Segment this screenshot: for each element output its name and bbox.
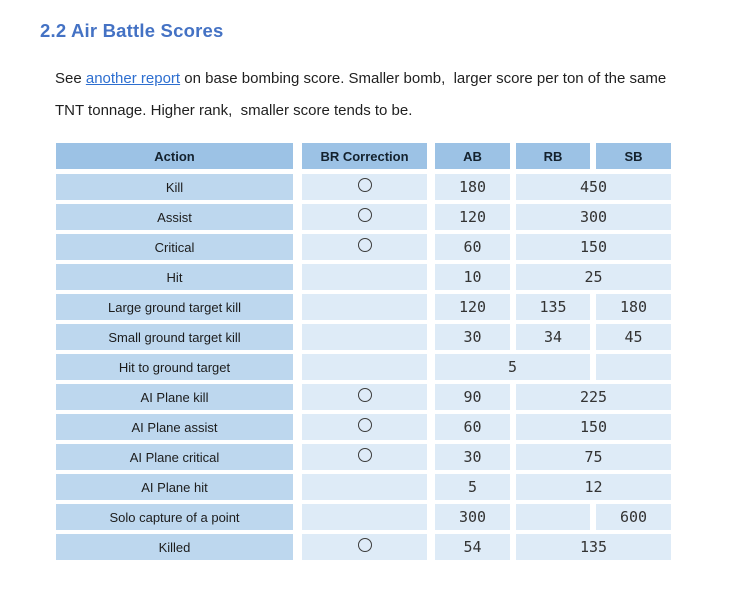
table-row: Assist 120 300	[56, 204, 671, 234]
br-correction-circle-icon	[357, 177, 372, 192]
score-cell: 120	[435, 294, 516, 324]
table-row: Large ground target kill 120 135 180	[56, 294, 671, 324]
score-cell: 45	[596, 324, 671, 354]
another-report-link[interactable]: another report	[85, 70, 181, 87]
table-row: AI Plane critical 30 75	[56, 444, 671, 474]
action-cell: AI Plane kill	[56, 384, 302, 414]
page-title: 2.2 Air Battle Scores	[40, 20, 224, 41]
action-cell: AI Plane critical	[56, 444, 302, 474]
score-cell: 5	[435, 474, 516, 504]
score-cell: 54	[435, 534, 516, 564]
table-row: Small ground target kill 30 34 45	[56, 324, 671, 354]
action-cell: Critical	[56, 234, 302, 264]
br-correction-circle-icon	[357, 207, 372, 222]
score-cell: 25	[516, 264, 671, 294]
br-correction-cell	[302, 444, 435, 474]
score-cell: 300	[435, 504, 516, 534]
br-correction-cell	[302, 534, 435, 564]
action-cell: Kill	[56, 174, 302, 204]
score-cell: 180	[596, 294, 671, 324]
action-cell: Hit to ground target	[56, 354, 302, 384]
action-cell: AI Plane assist	[56, 414, 302, 444]
header-row: Action BR Correction AB RB SB	[56, 143, 671, 174]
br-correction-circle-icon	[357, 417, 372, 432]
br-correction-cell	[302, 294, 435, 324]
action-cell: Assist	[56, 204, 302, 234]
table-row: AI Plane kill 90 225	[56, 384, 671, 414]
br-correction-circle-icon	[357, 387, 372, 402]
column-header-br-correction: BR Correction	[302, 143, 435, 174]
score-cell: 150	[516, 234, 671, 264]
score-cell: 75	[516, 444, 671, 474]
br-correction-cell	[302, 504, 435, 534]
br-correction-cell	[302, 354, 435, 384]
score-cell	[516, 504, 596, 534]
table-row: AI Plane hit 5 12	[56, 474, 671, 504]
score-cell: 34	[516, 324, 596, 354]
score-table-body: Kill 180 450 Assist 120 300 Critical 60 150 Hit 10…	[56, 174, 671, 564]
action-cell: Small ground target kill	[56, 324, 302, 354]
action-cell: Solo capture of a point	[56, 504, 302, 534]
br-correction-cell	[302, 204, 435, 234]
table-row: Critical 60 150	[56, 234, 671, 264]
table-row: Solo capture of a point 300 600	[56, 504, 671, 534]
br-correction-cell	[302, 174, 435, 204]
table-row: Hit 10 25	[56, 264, 671, 294]
action-cell: Large ground target kill	[56, 294, 302, 324]
score-cell: 60	[435, 414, 516, 444]
intro-text-line1: on base bombing score. Smaller bomb, lar…	[180, 70, 667, 87]
score-cell: 120	[435, 204, 516, 234]
score-cell: 135	[516, 294, 596, 324]
br-correction-cell	[302, 324, 435, 354]
score-cell: 180	[435, 174, 516, 204]
score-cell: 10	[435, 264, 516, 294]
score-cell: 12	[516, 474, 671, 504]
score-cell: 5	[435, 354, 596, 384]
column-header-sb: SB	[596, 143, 671, 174]
column-header-rb: RB	[516, 143, 596, 174]
score-cell: 135	[516, 534, 671, 564]
br-correction-circle-icon	[357, 447, 372, 462]
intro-text-line2: TNT tonnage. Higher rank, smaller score …	[55, 102, 413, 119]
action-cell: AI Plane hit	[56, 474, 302, 504]
intro-text-prefix: See	[55, 70, 86, 87]
table-row: AI Plane assist 60 150	[56, 414, 671, 444]
br-correction-circle-icon	[357, 237, 372, 252]
score-cell: 450	[516, 174, 671, 204]
br-correction-circle-icon	[357, 537, 372, 552]
action-cell: Hit	[56, 264, 302, 294]
score-cell: 30	[435, 324, 516, 354]
score-cell: 600	[596, 504, 671, 534]
table-row: Hit to ground target 5	[56, 354, 671, 384]
br-correction-cell	[302, 384, 435, 414]
action-cell: Killed	[56, 534, 302, 564]
score-cell: 90	[435, 384, 516, 414]
table-row: Kill 180 450	[56, 174, 671, 204]
score-cell: 60	[435, 234, 516, 264]
score-cell: 225	[516, 384, 671, 414]
column-header-ab: AB	[435, 143, 516, 174]
column-header-action: Action	[56, 143, 302, 174]
score-table: Action BR Correction AB RB SB Kill 180 450…	[56, 143, 671, 564]
br-correction-cell	[302, 264, 435, 294]
table-row: Killed 54 135	[56, 534, 671, 564]
br-correction-cell	[302, 414, 435, 444]
score-cell: 30	[435, 444, 516, 474]
br-correction-cell	[302, 234, 435, 264]
br-correction-cell	[302, 474, 435, 504]
intro-paragraph: See another report on base bombing score…	[55, 63, 690, 127]
score-cell	[596, 354, 671, 384]
score-cell: 300	[516, 204, 671, 234]
score-cell: 150	[516, 414, 671, 444]
